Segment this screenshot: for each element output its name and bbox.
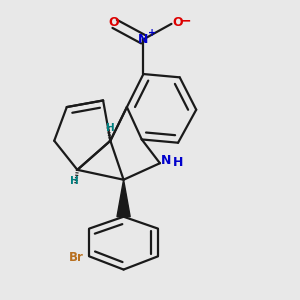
Text: H: H — [173, 156, 183, 169]
Text: O: O — [109, 16, 119, 29]
Text: N: N — [138, 33, 148, 46]
Text: Br: Br — [69, 251, 84, 265]
Text: O: O — [172, 16, 183, 29]
Text: N: N — [161, 154, 171, 167]
Polygon shape — [117, 180, 130, 217]
Text: −: − — [179, 14, 191, 28]
Text: +: + — [148, 28, 156, 38]
Text: H: H — [106, 123, 115, 133]
Text: H: H — [70, 176, 78, 186]
